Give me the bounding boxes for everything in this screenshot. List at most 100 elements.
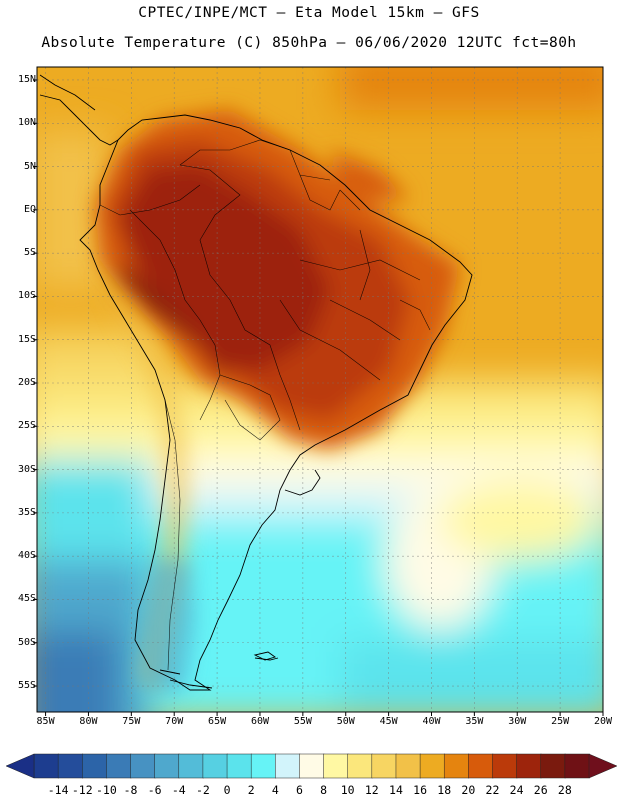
title-line-2: Absolute Temperature (C) 850hPa — 06/06/… bbox=[41, 35, 577, 51]
lon-label: 45W bbox=[379, 716, 398, 727]
lat-label: 15N bbox=[17, 73, 36, 85]
colorbar-swatch bbox=[419, 753, 445, 779]
colorbar-swatch bbox=[57, 753, 84, 779]
colorbar-swatch bbox=[323, 753, 349, 779]
colorbar-label: -2 bbox=[195, 783, 210, 797]
central-america-coast bbox=[39, 94, 119, 146]
colorbar-swatch bbox=[395, 753, 421, 779]
lon-label: 60W bbox=[250, 716, 269, 727]
lon-label: 55W bbox=[293, 716, 312, 727]
caribbean-coast bbox=[39, 74, 96, 111]
colorbar-label: -4 bbox=[171, 783, 186, 797]
lat-label: 35S bbox=[17, 506, 36, 518]
colorbar-swatch bbox=[178, 753, 204, 779]
lat-label: 10S bbox=[17, 290, 36, 302]
lat-label: 30S bbox=[17, 463, 36, 475]
lon-label: 65W bbox=[208, 716, 227, 727]
colorbar-label: 0 bbox=[223, 783, 231, 797]
colorbar-label: 6 bbox=[295, 783, 303, 797]
colorbar-swatch bbox=[564, 753, 590, 779]
colorbar-swatch bbox=[250, 753, 277, 779]
field-amazon-core bbox=[120, 165, 330, 370]
colorbar-label: 2 bbox=[247, 783, 255, 797]
colorbar-label: 24 bbox=[509, 783, 524, 797]
colorbar-label: 22 bbox=[485, 783, 500, 797]
colorbar-swatch bbox=[202, 753, 228, 779]
lon-label: 30W bbox=[508, 716, 527, 727]
colorbar-label: -14 bbox=[47, 783, 69, 797]
colorbar-label: 14 bbox=[389, 783, 403, 797]
colorbar-label: 8 bbox=[320, 783, 328, 797]
colorbar-swatch bbox=[443, 753, 470, 779]
lon-label: 85W bbox=[36, 716, 55, 727]
lat-label: 5N bbox=[23, 160, 36, 172]
colorbar-swatch bbox=[106, 753, 132, 779]
lon-label: 80W bbox=[79, 716, 98, 727]
fuegian-islands bbox=[159, 657, 279, 689]
border-paraguay bbox=[219, 374, 281, 441]
falklands bbox=[253, 651, 277, 661]
colorbar-label: 26 bbox=[533, 783, 548, 797]
colorbar-label: -10 bbox=[96, 783, 117, 797]
lat-label: 40S bbox=[17, 550, 36, 562]
border-brazil-west bbox=[179, 164, 301, 431]
lat-label: 5S bbox=[23, 247, 36, 259]
field-northeast-warm bbox=[340, 67, 603, 110]
lon-label: 70W bbox=[165, 716, 184, 727]
colorbar bbox=[5, 753, 618, 779]
graticule bbox=[37, 67, 604, 712]
lon-label: 25W bbox=[551, 716, 570, 727]
lat-label: 55S bbox=[17, 680, 36, 692]
south-america-coastline bbox=[79, 114, 473, 691]
colorbar-swatch bbox=[540, 753, 566, 779]
lat-label: 15S bbox=[17, 333, 36, 345]
lon-label: 35W bbox=[465, 716, 484, 727]
field-patagonia-andes bbox=[140, 560, 195, 690]
rio-de-la-plata bbox=[284, 469, 321, 496]
lat-label: 25S bbox=[17, 420, 36, 432]
border-peru-bolivia bbox=[129, 209, 221, 421]
colorbar-label: -12 bbox=[71, 783, 93, 797]
colorbar-swatch bbox=[33, 753, 59, 779]
lon-label: 40W bbox=[422, 716, 441, 727]
colorbar-swatch bbox=[226, 753, 252, 779]
colorbar-min-arrow bbox=[5, 753, 35, 779]
border-brazil-states bbox=[279, 229, 431, 381]
colorbar-swatch bbox=[275, 753, 301, 779]
lat-label: 10N bbox=[17, 117, 36, 129]
field-andes-foothill-max bbox=[115, 260, 240, 390]
border-guianas bbox=[299, 174, 361, 211]
lon-label: 50W bbox=[336, 716, 355, 727]
lat-label: 20S bbox=[17, 377, 36, 388]
colorbar-swatch bbox=[492, 753, 518, 779]
lat-label: EQ bbox=[23, 203, 36, 215]
colorbar-swatch bbox=[371, 753, 397, 779]
lon-label: 20W bbox=[593, 716, 613, 727]
field-atlantic-warm-patch bbox=[440, 480, 600, 560]
colorbar-label: 4 bbox=[271, 783, 279, 797]
field-south-atlantic-cold bbox=[340, 640, 603, 712]
colorbar-swatch bbox=[347, 753, 373, 779]
temperature-field bbox=[37, 67, 603, 712]
colorbar-swatch bbox=[130, 753, 156, 779]
colorbar-label: 20 bbox=[461, 783, 476, 797]
colorbar-swatch bbox=[468, 753, 494, 779]
border-ecuador-colombia bbox=[99, 184, 201, 216]
border-argentina-chile bbox=[164, 399, 181, 671]
country-borders bbox=[99, 139, 431, 671]
lat-label: 45S bbox=[17, 593, 36, 605]
field-guiana-warm bbox=[330, 150, 410, 200]
lat-ticks bbox=[33, 79, 37, 687]
colorbar-swatch bbox=[82, 753, 108, 779]
colorbar-swatch bbox=[154, 753, 180, 779]
colorbar-label: 16 bbox=[413, 783, 428, 797]
colorbar-swatch bbox=[516, 753, 542, 779]
lon-label: 75W bbox=[122, 716, 141, 727]
colorbar-label: 10 bbox=[340, 783, 355, 797]
colorbar-max-arrow bbox=[588, 753, 618, 779]
colorbar-swatch bbox=[299, 753, 325, 779]
lon-ticks bbox=[45, 712, 604, 716]
lat-label: 50S bbox=[17, 636, 36, 648]
field-southwest-cold bbox=[37, 630, 120, 712]
